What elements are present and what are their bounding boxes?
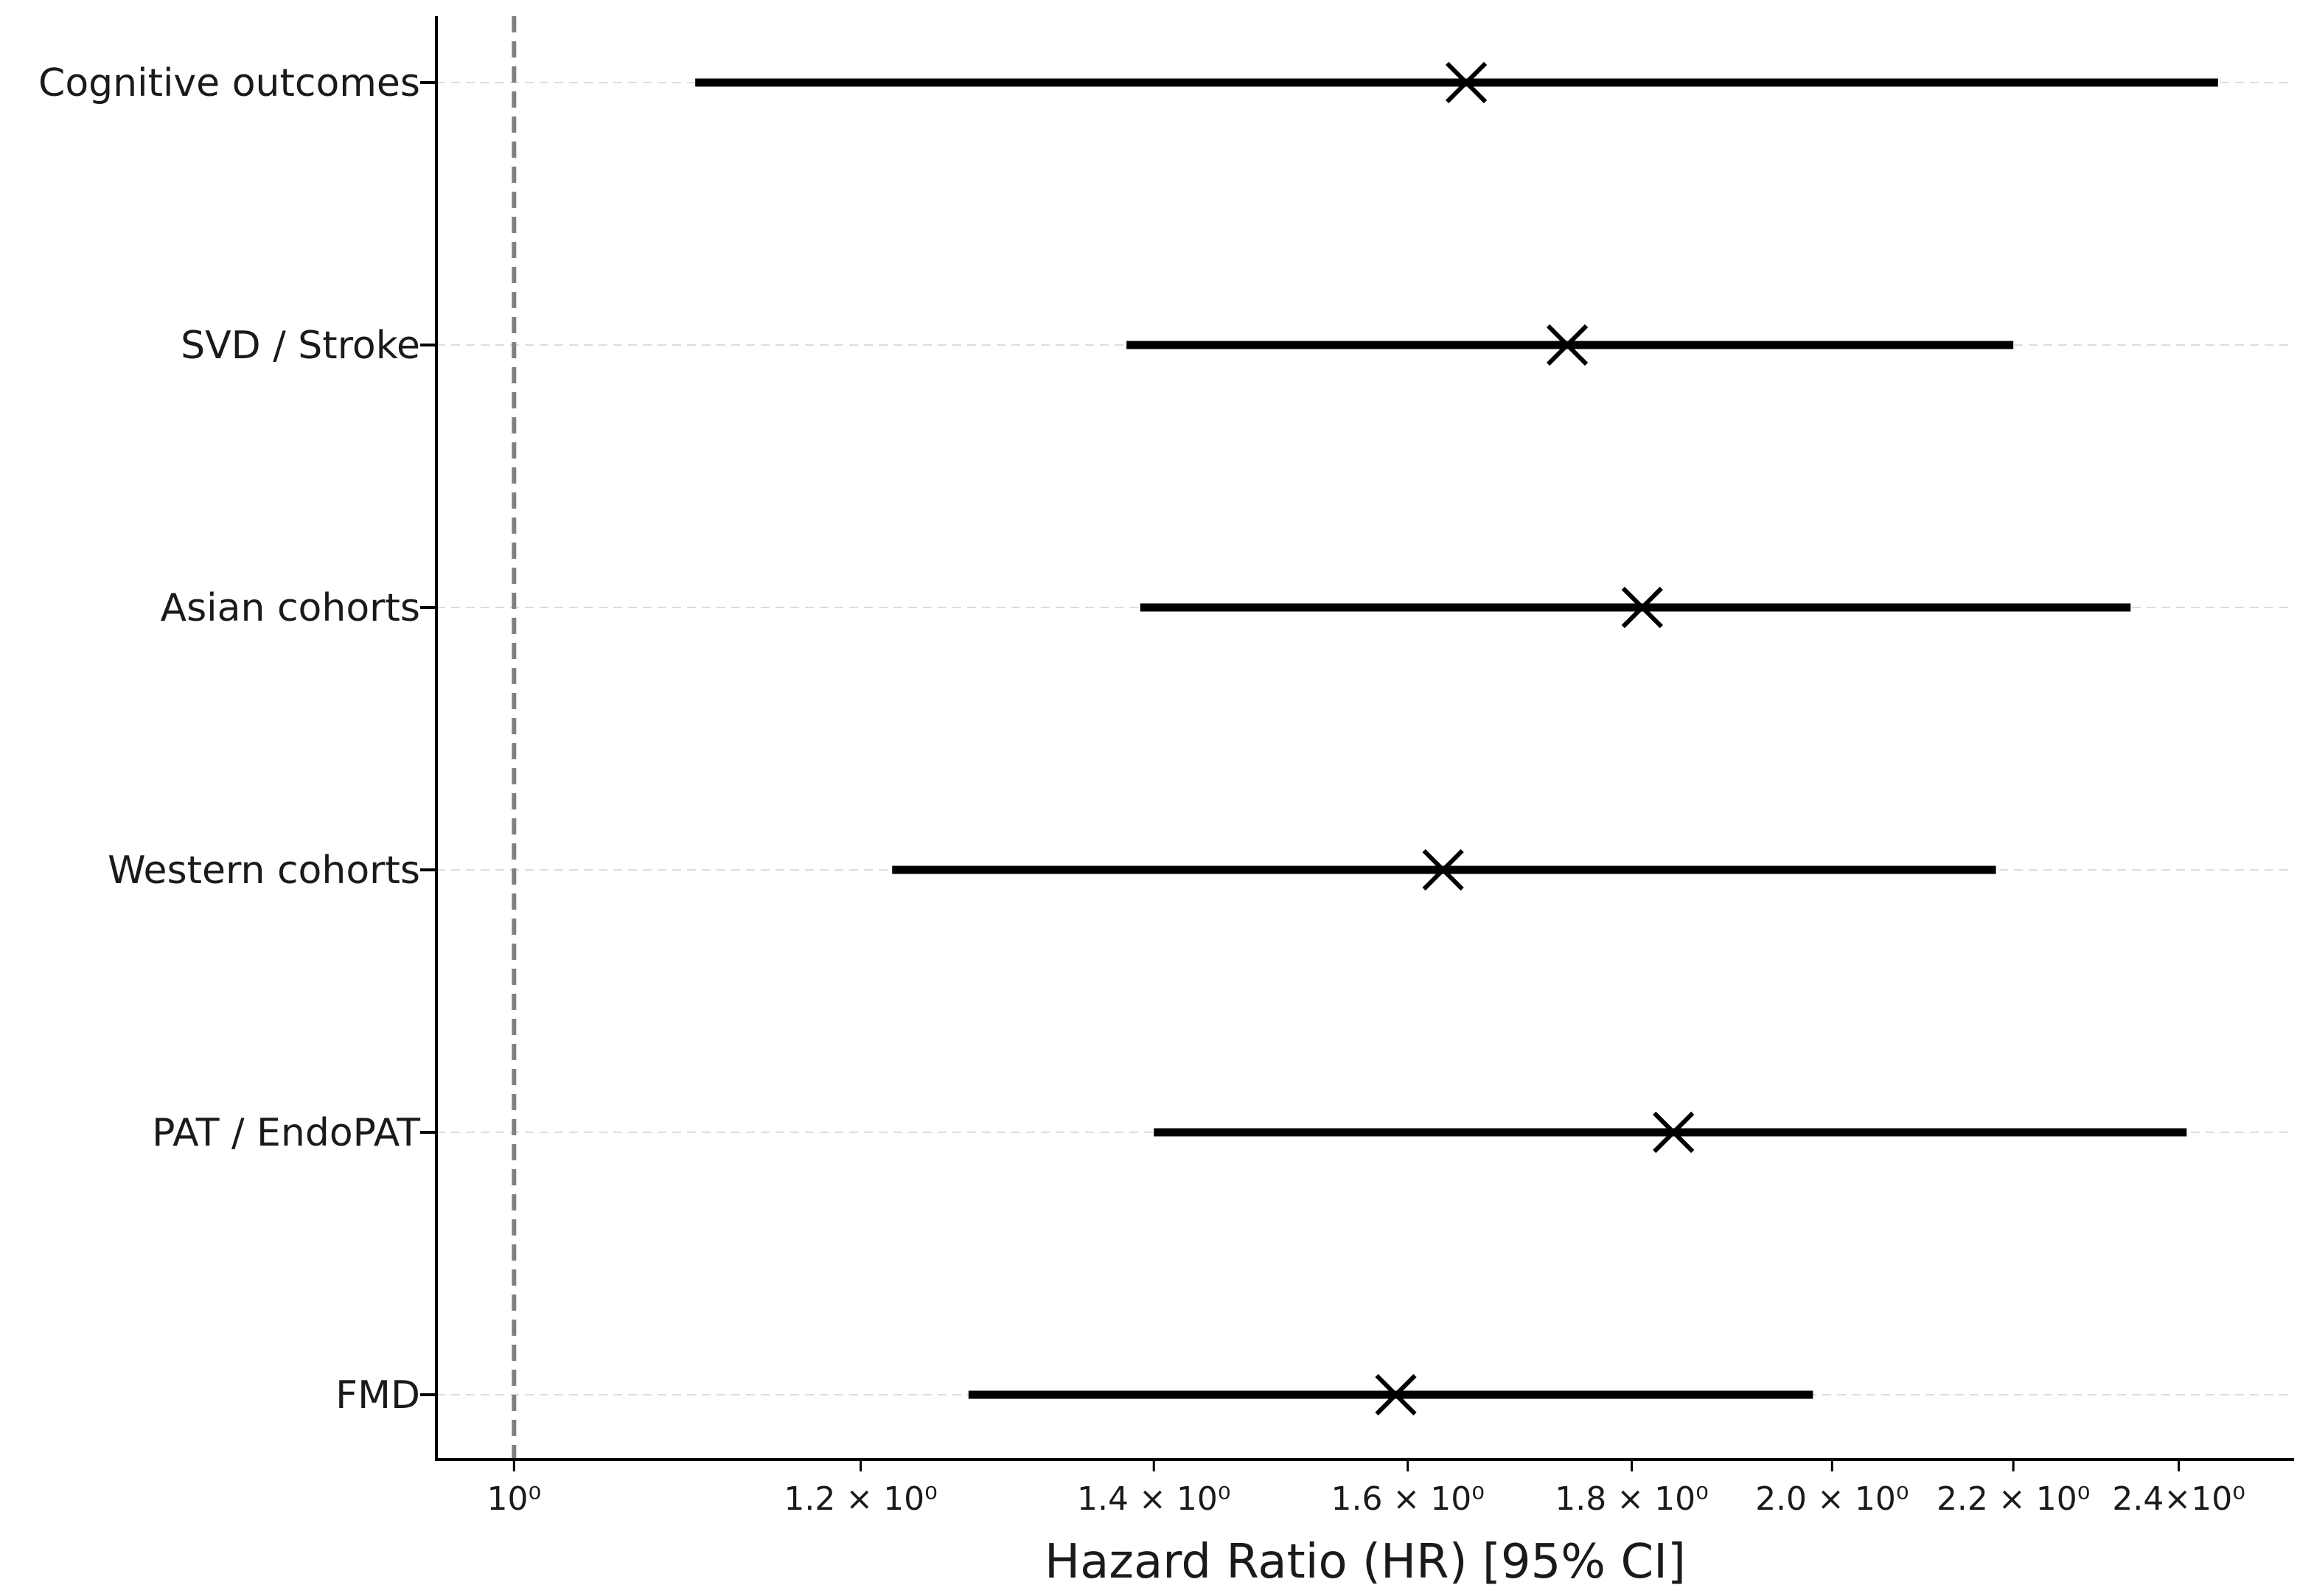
x-tick-label: 1.6 × 10⁰ bbox=[1331, 1480, 1484, 1518]
hr-marker bbox=[1546, 324, 1589, 366]
y-tick-label: SVD / Stroke bbox=[181, 324, 420, 368]
hr-marker-stroke bbox=[1445, 61, 1488, 104]
gridlines bbox=[436, 82, 2294, 1395]
hr-marker-stroke bbox=[1546, 324, 1589, 366]
hr-marker-stroke bbox=[1653, 1111, 1695, 1154]
hr-marker bbox=[1653, 1111, 1695, 1154]
hr-marker bbox=[1422, 848, 1464, 891]
y-tick-label: Asian cohorts bbox=[161, 586, 421, 630]
hr-markers bbox=[1375, 61, 1695, 1416]
hr-marker-stroke bbox=[1621, 586, 1663, 629]
y-ticks: Cognitive outcomes SVD / Stroke Asian coho… bbox=[38, 61, 436, 1418]
hr-marker bbox=[1375, 1373, 1417, 1416]
x-axis-title: Hazard Ratio (HR) [95% CI] bbox=[1045, 1535, 1686, 1589]
hr-marker-stroke bbox=[1375, 1373, 1417, 1416]
x-tick-label: 2.0 × 10⁰ bbox=[1755, 1480, 1909, 1518]
x-tick-label: 2.4×10⁰ bbox=[2112, 1480, 2245, 1518]
axes bbox=[435, 16, 2294, 1461]
x-tick-label: 2.2 × 10⁰ bbox=[1937, 1480, 2090, 1518]
x-ticks: 10⁰ 1.2 × 10⁰ 1.4 × 10⁰ 1.6 × 10⁰ 1.8 × 10⁰ 2… bbox=[487, 1460, 2245, 1518]
y-tick-label: FMD bbox=[335, 1373, 420, 1418]
y-tick-label: PAT / EndoPAT bbox=[152, 1111, 420, 1155]
hr-marker-stroke bbox=[1422, 848, 1464, 891]
y-tick-label: Western cohorts bbox=[108, 848, 420, 893]
x-tick-label: 1.8 × 10⁰ bbox=[1555, 1480, 1708, 1518]
hr-marker bbox=[1621, 586, 1663, 629]
hr-marker bbox=[1445, 61, 1488, 104]
x-tick-label: 1.4 × 10⁰ bbox=[1077, 1480, 1230, 1518]
x-tick-label: 10⁰ bbox=[487, 1480, 541, 1518]
y-tick-label: Cognitive outcomes bbox=[38, 61, 420, 105]
ci-bars bbox=[695, 78, 2218, 1399]
x-tick-label: 1.2 × 10⁰ bbox=[784, 1480, 937, 1518]
